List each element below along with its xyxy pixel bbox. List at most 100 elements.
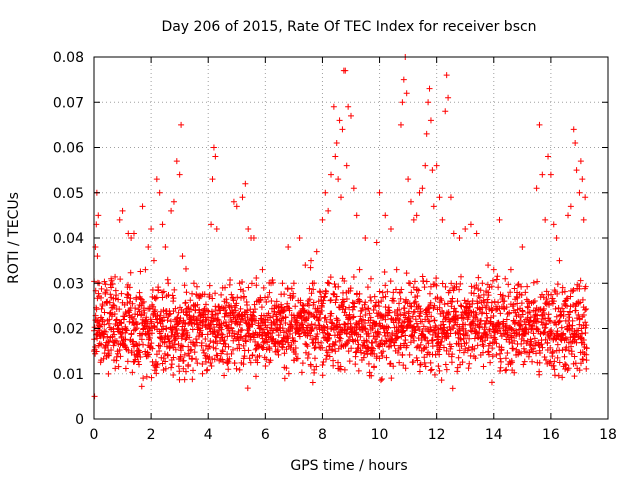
data-point	[369, 325, 376, 332]
data-point	[544, 340, 551, 347]
data-point	[319, 372, 326, 379]
data-point	[246, 355, 253, 362]
data-point	[486, 340, 493, 347]
data-point	[204, 331, 211, 338]
x-tick-label: 2	[147, 427, 156, 443]
data-point	[549, 348, 556, 355]
data-point	[362, 325, 369, 332]
data-point	[355, 341, 362, 348]
data-point	[403, 270, 410, 277]
data-point	[353, 321, 360, 328]
data-point	[196, 292, 203, 299]
data-point	[323, 319, 330, 326]
data-point	[246, 324, 253, 331]
data-point	[324, 349, 331, 356]
data-point	[550, 362, 557, 369]
data-point	[498, 347, 505, 354]
data-point	[320, 359, 327, 366]
data-point	[299, 360, 306, 367]
data-point	[155, 287, 162, 294]
data-point	[165, 335, 172, 342]
data-point	[411, 337, 418, 344]
data-point	[342, 341, 349, 348]
data-point	[274, 347, 281, 354]
data-point	[307, 363, 314, 370]
y-tick-label: 0.02	[53, 322, 84, 338]
data-point	[152, 295, 159, 302]
data-point	[356, 290, 363, 297]
data-point	[506, 309, 513, 316]
data-point	[206, 282, 213, 289]
data-point	[104, 342, 111, 349]
data-point	[394, 334, 401, 341]
data-point	[184, 305, 191, 312]
data-point	[275, 332, 282, 339]
data-point	[347, 287, 354, 294]
data-point	[483, 331, 490, 338]
data-point	[306, 285, 313, 292]
data-point	[173, 325, 180, 332]
data-point	[209, 311, 216, 318]
data-point	[396, 289, 403, 296]
data-point	[130, 315, 137, 322]
data-point	[187, 297, 194, 304]
data-point	[332, 339, 339, 346]
data-point	[238, 326, 245, 333]
data-point	[167, 310, 174, 317]
data-point	[286, 307, 293, 314]
data-point	[423, 344, 430, 351]
data-point	[182, 299, 189, 306]
data-point	[375, 329, 382, 336]
data-point	[379, 353, 386, 360]
data-point	[503, 304, 510, 311]
data-point	[198, 339, 205, 346]
data-point	[334, 317, 341, 324]
data-point	[350, 303, 357, 310]
data-point	[536, 359, 543, 366]
data-point	[412, 316, 419, 323]
data-point	[408, 289, 415, 296]
data-point	[106, 350, 113, 357]
data-point	[393, 335, 400, 342]
data-point	[242, 317, 249, 324]
data-point	[432, 322, 439, 329]
data-point	[176, 318, 183, 325]
data-point	[431, 317, 438, 324]
data-point	[183, 334, 190, 341]
data-point	[440, 344, 447, 351]
data-point	[421, 359, 428, 366]
data-point	[410, 333, 417, 340]
data-point	[193, 283, 200, 290]
data-point	[346, 304, 353, 311]
data-point	[350, 273, 357, 280]
data-point	[254, 359, 261, 366]
data-point	[122, 365, 129, 372]
x-tick-label: 0	[90, 427, 99, 443]
data-point	[413, 320, 420, 327]
data-point	[508, 359, 515, 366]
data-point	[493, 340, 500, 347]
data-point	[475, 274, 482, 281]
data-point	[260, 344, 267, 351]
data-point	[423, 278, 430, 285]
data-point	[341, 309, 348, 316]
data-point	[140, 341, 147, 348]
data-point	[368, 297, 375, 304]
data-point	[235, 337, 242, 344]
data-point	[146, 305, 153, 312]
data-point	[319, 300, 326, 307]
data-point	[199, 331, 206, 338]
data-point	[249, 321, 256, 328]
data-point	[249, 312, 256, 319]
data-point	[351, 300, 358, 307]
data-point	[521, 358, 528, 365]
data-point	[327, 274, 334, 281]
data-point	[396, 359, 403, 366]
data-point	[446, 318, 453, 325]
data-point	[190, 367, 197, 374]
data-point	[375, 331, 382, 338]
data-point	[484, 296, 491, 303]
data-point	[448, 303, 455, 310]
data-point	[330, 362, 337, 369]
data-point	[559, 374, 566, 381]
